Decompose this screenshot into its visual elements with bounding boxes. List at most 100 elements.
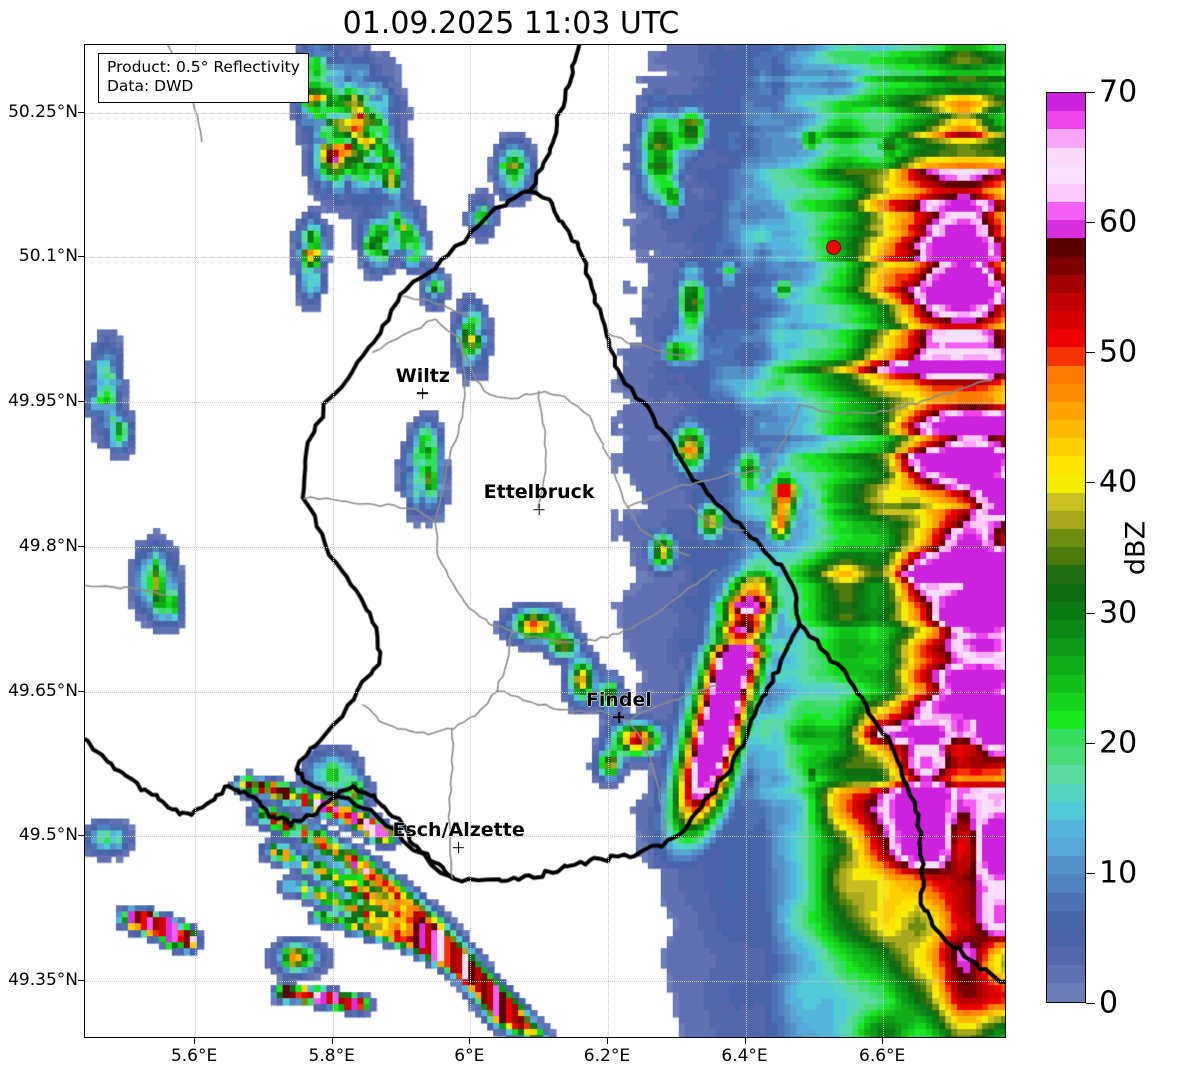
y-axis-tick-label: 50.25°N [8, 101, 78, 122]
colorbar-tick-label: 40 [1099, 464, 1138, 500]
colorbar-band [1047, 129, 1085, 148]
colorbar-band [1047, 165, 1085, 184]
colorbar-band [1047, 329, 1085, 348]
colorbar-band [1047, 147, 1085, 166]
y-axis-tick-label: 49.95°N [8, 391, 78, 412]
colorbar-band [1047, 347, 1085, 366]
x-axis-tick-label: 5.6°E [170, 1046, 218, 1066]
y-axis-tick-mark [78, 111, 84, 113]
colorbar-band [1047, 583, 1085, 602]
colorbar-axis-label: dBZ [1120, 520, 1152, 576]
x-axis-tick-mark [744, 1038, 746, 1044]
colorbar-tick-mark [1086, 92, 1095, 93]
colorbar-band [1047, 202, 1085, 221]
colorbar-band [1047, 274, 1085, 293]
colorbar-band [1047, 456, 1085, 475]
colorbar-band [1047, 238, 1085, 257]
colorbar-tick-mark [1086, 1003, 1095, 1004]
colorbar-band [1047, 547, 1085, 566]
radar-reflectivity-canvas [85, 45, 1005, 1037]
colorbar-tick-mark [1086, 222, 1095, 224]
y-axis-tick-mark [78, 545, 84, 547]
colorbar-tick-label: 50 [1099, 334, 1138, 370]
colorbar-band [1047, 747, 1085, 766]
colorbar-band [1047, 765, 1085, 784]
x-axis-tick-label: 6.4°E [721, 1046, 768, 1066]
colorbar-band [1047, 256, 1085, 275]
colorbar-tick-label: 0 [1099, 985, 1119, 1021]
colorbar-band [1047, 365, 1085, 384]
colorbar-band [1047, 401, 1085, 421]
colorbar-band [1047, 692, 1085, 711]
y-axis-tick-mark [78, 256, 84, 258]
colorbar-band [1047, 492, 1085, 511]
y-axis-tick-label: 49.65°N [8, 680, 78, 701]
colorbar-band [1047, 438, 1085, 457]
colorbar-tick-mark [1086, 742, 1095, 744]
colorbar-band [1047, 311, 1085, 330]
colorbar-tick-label: 10 [1099, 855, 1138, 891]
colorbar-band [1047, 838, 1085, 857]
colorbar-band [1047, 420, 1085, 439]
colorbar-band [1047, 910, 1085, 929]
info-data-line: Data: DWD [107, 77, 194, 96]
colorbar[interactable] [1046, 92, 1086, 1003]
colorbar-tick-mark [1086, 482, 1095, 484]
colorbar-band [1047, 619, 1085, 639]
colorbar-band [1047, 710, 1085, 730]
colorbar-band [1047, 383, 1085, 402]
colorbar-band [1047, 729, 1085, 748]
colorbar-band [1047, 220, 1085, 239]
colorbar-band [1047, 965, 1085, 984]
page-title: 01.09.2025 11:03 UTC [342, 6, 680, 41]
radar-site-marker-icon[interactable] [826, 240, 842, 256]
colorbar-band [1047, 783, 1085, 802]
colorbar-band [1047, 111, 1085, 130]
colorbar-band [1047, 928, 1085, 948]
colorbar-band [1047, 183, 1085, 203]
colorbar-band [1047, 983, 1085, 1002]
colorbar-tick-mark [1086, 612, 1095, 614]
colorbar-band [1047, 819, 1085, 839]
colorbar-band [1047, 601, 1085, 620]
y-axis-tick-mark [78, 835, 84, 837]
y-axis-tick-mark [78, 401, 84, 403]
colorbar-band [1047, 638, 1085, 657]
y-axis-tick-label: 49.5°N [18, 825, 78, 846]
colorbar-tick-label: 20 [1099, 725, 1138, 761]
colorbar-band [1047, 892, 1085, 911]
colorbar-tick-mark [1086, 352, 1095, 354]
colorbar-band [1047, 93, 1085, 112]
x-axis-tick-label: 6°E [454, 1046, 485, 1066]
colorbar-tick-label: 70 [1099, 74, 1138, 110]
y-axis-tick-label: 50.1°N [18, 246, 78, 267]
colorbar-band [1047, 801, 1085, 820]
info-product-line: Product: 0.5° Reflectivity [107, 58, 300, 76]
x-axis-tick-mark [331, 1038, 333, 1044]
colorbar-band [1047, 947, 1085, 966]
colorbar-band [1047, 529, 1085, 548]
colorbar-band [1047, 674, 1085, 693]
x-axis-tick-label: 6.2°E [583, 1046, 631, 1066]
colorbar-band [1047, 656, 1085, 675]
colorbar-band [1047, 474, 1085, 493]
x-axis-tick-label: 5.8°E [308, 1046, 355, 1066]
x-axis-tick-mark [469, 1038, 471, 1044]
colorbar-band [1047, 874, 1085, 893]
colorbar-band [1047, 292, 1085, 312]
colorbar-band [1047, 856, 1085, 875]
radar-map-plot[interactable]: Wiltz Ettelbruck Findel Esch/Alzette Produc… [84, 44, 1006, 1038]
y-axis-tick-mark [78, 980, 84, 982]
colorbar-band [1047, 565, 1085, 584]
y-axis-tick-label: 49.35°N [8, 970, 78, 991]
y-axis-tick-label: 49.8°N [18, 535, 78, 556]
colorbar-band [1047, 510, 1085, 530]
y-axis-tick-mark [78, 690, 84, 692]
x-axis-tick-mark [606, 1038, 608, 1044]
colorbar-tick-label: 60 [1099, 204, 1138, 240]
colorbar-tick-mark [1086, 872, 1095, 874]
x-axis-tick-mark [194, 1038, 196, 1044]
colorbar-tick-label: 30 [1099, 595, 1138, 631]
info-box: Product: 0.5° Reflectivity Data: DWD [98, 53, 309, 103]
x-axis-tick-label: 6.6°E [859, 1046, 906, 1066]
